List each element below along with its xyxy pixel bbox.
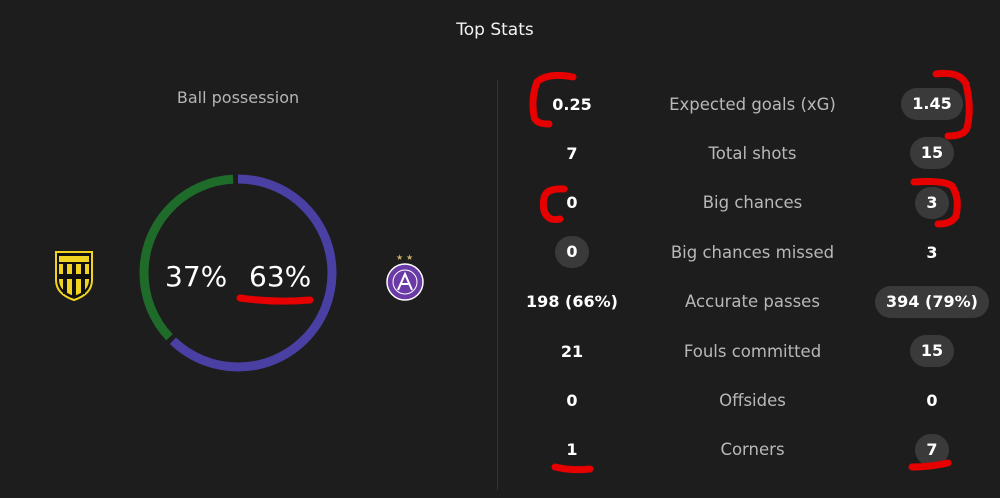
away-stat-value: 15 <box>909 335 955 367</box>
stat-row: 0 Offsides 0 <box>515 380 995 420</box>
away-stat-value: 1.45 <box>901 88 963 120</box>
svg-text:★: ★ <box>396 253 403 262</box>
home-stat-value: 21 <box>560 341 584 361</box>
stat-label: Offsides <box>719 390 786 410</box>
column-divider <box>497 80 498 490</box>
away-team-crest-icon: ★ ★ <box>386 253 424 301</box>
stat-row: 21 Fouls committed 15 <box>515 331 995 371</box>
home-stat-value: 0 <box>566 390 578 410</box>
stat-row: 7 Total shots 15 <box>515 133 995 173</box>
stat-row: 198 (66%) Accurate passes 394 (79%) <box>515 282 995 322</box>
possession-home-arc <box>139 174 337 372</box>
home-stat-value: 7 <box>566 143 578 163</box>
possession-away-arc <box>139 174 337 372</box>
stat-label: Total shots <box>708 143 797 163</box>
stat-row: 0.25 Expected goals (xG) 1.45 <box>515 84 995 124</box>
away-stat-value: 3 <box>926 242 938 262</box>
stat-label: Accurate passes <box>685 292 820 312</box>
section-title: Top Stats <box>456 20 534 40</box>
home-stat-value: 1 <box>566 440 578 460</box>
home-team-crest-icon <box>55 251 93 302</box>
away-stat-value: 3 <box>915 186 949 219</box>
away-stat-value: 394 (79%) <box>875 285 989 318</box>
stat-label: Big chances missed <box>670 242 835 262</box>
home-stat-value: 0.25 <box>552 94 592 114</box>
stat-row: 0 Big chances missed 3 <box>515 232 995 272</box>
stat-label: Fouls committed <box>683 341 822 361</box>
stat-label: Corners <box>720 440 785 460</box>
home-possession-value: 37% <box>165 260 228 293</box>
stat-row: 1 Corners 7 <box>515 430 995 470</box>
possession-donut <box>139 174 337 372</box>
stat-label: Big chances <box>702 193 803 213</box>
away-stat-value: 15 <box>909 137 955 170</box>
home-stat-value: 198 (66%) <box>526 292 618 312</box>
away-stat-value: 7 <box>915 433 949 466</box>
home-stat-value: 0 <box>555 236 589 269</box>
away-possession-value: 63% <box>249 260 312 293</box>
home-stat-value: 0 <box>566 193 578 213</box>
away-stat-value: 0 <box>926 390 938 410</box>
stat-label: Expected goals (xG) <box>669 94 836 114</box>
svg-text:★: ★ <box>406 253 413 262</box>
ball-possession-label: Ball possession <box>176 88 300 107</box>
stat-row: 0 Big chances 3 <box>515 183 995 223</box>
